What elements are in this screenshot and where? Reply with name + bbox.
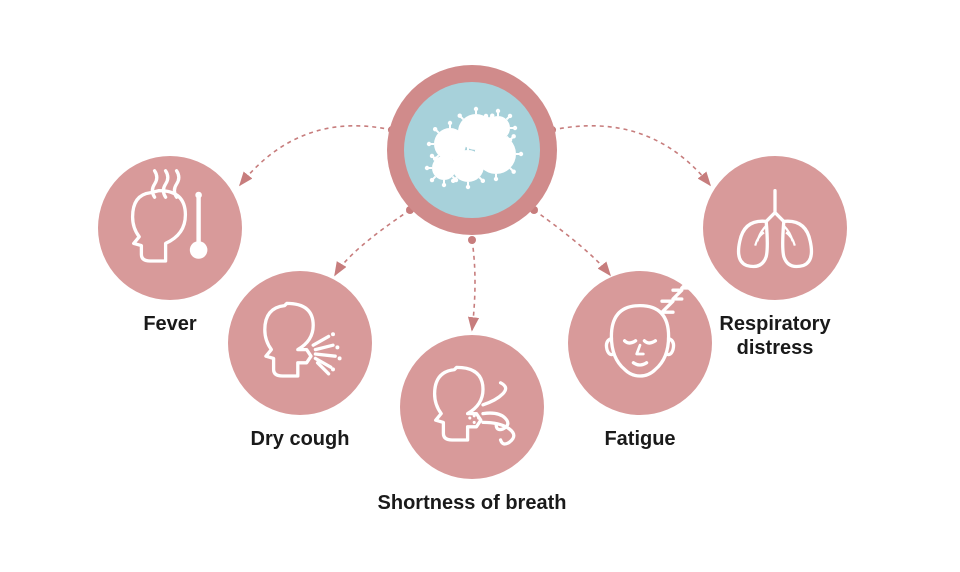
label-resp: Respiratory (719, 313, 831, 335)
arrow-fever (240, 126, 392, 185)
arrow-fatigue (534, 210, 610, 275)
node-breath (400, 335, 544, 479)
center-virus-node (387, 65, 557, 235)
label-dry-cough: Dry cough (251, 428, 350, 450)
node-resp (703, 156, 847, 300)
arrow-dry-cough (335, 210, 410, 275)
node-fever (98, 156, 242, 300)
label-fever: Fever (143, 313, 197, 335)
label-breath: Shortness of breath (378, 492, 567, 514)
arrow-breath (472, 240, 475, 330)
node-fatigue (568, 271, 712, 415)
infographic-canvas: Fever Dry cough Shortness of breath Fatigue… (0, 0, 960, 572)
label-fatigue: Fatigue (604, 428, 675, 450)
arrow-resp (552, 126, 710, 185)
arrow-start-dot (468, 236, 476, 244)
node-dry-cough (228, 271, 372, 415)
label-resp-line2: distress (737, 337, 814, 359)
